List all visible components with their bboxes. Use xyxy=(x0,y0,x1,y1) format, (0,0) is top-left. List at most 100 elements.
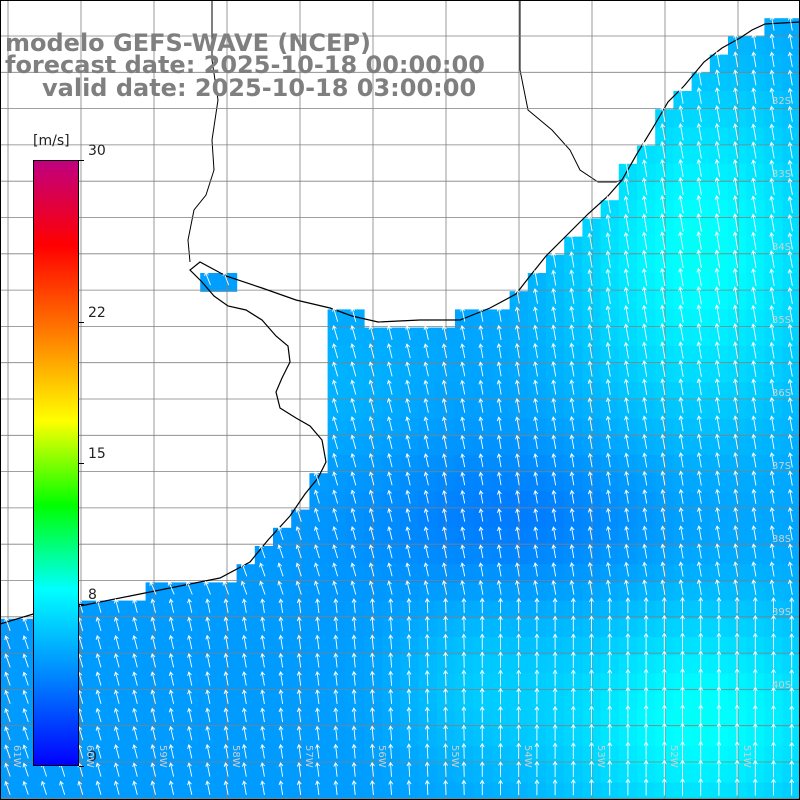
wind-arrow xyxy=(678,579,684,595)
wind-arrow xyxy=(168,744,175,759)
title-valid-date: valid date: 2025-10-18 03:00:00 xyxy=(42,74,477,102)
wind-arrow xyxy=(423,325,429,341)
wind-arrow xyxy=(515,508,520,522)
wind-arrow xyxy=(751,304,757,323)
wind-arrow xyxy=(605,561,611,577)
wind-arrow xyxy=(278,762,284,777)
wind-arrow xyxy=(424,761,430,777)
wind-arrow xyxy=(533,288,538,304)
wind-arrow xyxy=(569,489,575,504)
wind-arrow xyxy=(661,650,667,669)
wind-arrow xyxy=(113,780,120,795)
wind-arrow xyxy=(733,51,739,68)
wind-arrow xyxy=(751,159,757,177)
wind-arrow xyxy=(715,525,720,541)
wind-arrow xyxy=(680,740,685,760)
wind-arrow xyxy=(478,508,484,522)
latitude-label: 34S xyxy=(772,242,792,253)
wind-arrow xyxy=(625,615,631,632)
wind-cell xyxy=(782,564,800,583)
wind-arrow xyxy=(315,634,320,650)
wind-arrow xyxy=(587,434,593,450)
wind-arrow xyxy=(569,360,575,377)
wind-arrow xyxy=(369,688,375,705)
wind-arrow xyxy=(205,780,211,795)
wind-arrow xyxy=(315,689,320,704)
wind-arrow xyxy=(260,689,266,704)
wind-cell xyxy=(782,200,800,219)
wind-arrow xyxy=(660,507,666,522)
wind-arrow xyxy=(187,707,193,723)
wind-arrow xyxy=(496,544,502,559)
wind-cell xyxy=(782,182,800,201)
wind-arrow xyxy=(386,379,393,395)
wind-arrow xyxy=(315,725,320,741)
wind-arrow xyxy=(350,507,357,522)
wind-arrow xyxy=(350,306,357,322)
wind-arrow xyxy=(460,471,466,486)
wind-arrow xyxy=(259,544,266,559)
wind-arrow xyxy=(643,632,649,650)
wind-arrow xyxy=(514,580,520,595)
wind-arrow xyxy=(461,615,467,632)
wind-arrow xyxy=(460,306,466,322)
wind-arrow xyxy=(589,597,594,614)
wind-arrow xyxy=(350,434,357,450)
wind-arrow xyxy=(350,452,357,468)
wind-arrow xyxy=(787,141,793,159)
wind-arrow xyxy=(515,526,520,540)
wind-arrow xyxy=(752,741,758,760)
wind-arrow xyxy=(570,597,576,614)
wind-arrow xyxy=(241,634,247,650)
wind-arrow xyxy=(732,323,739,341)
wind-arrow xyxy=(733,69,739,86)
wind-arrow xyxy=(732,304,739,323)
wind-arrow xyxy=(113,634,120,650)
wind-cell xyxy=(782,473,800,492)
wind-arrow xyxy=(241,743,247,759)
wind-arrow xyxy=(787,561,793,577)
wind-cell xyxy=(782,291,800,310)
wind-arrow xyxy=(534,742,540,759)
wind-arrow xyxy=(406,652,412,668)
wind-arrow xyxy=(769,525,775,541)
wind-arrow xyxy=(424,706,430,723)
wind-arrow xyxy=(569,452,575,468)
wind-arrow xyxy=(769,286,775,305)
wind-arrow xyxy=(589,705,594,723)
wind-arrow xyxy=(607,615,613,632)
wind-arrow xyxy=(787,123,793,141)
wind-arrow xyxy=(386,361,393,377)
wind-arrow xyxy=(442,508,447,522)
wind-arrow xyxy=(406,779,412,796)
wind-arrow xyxy=(443,706,448,723)
wind-arrow xyxy=(714,286,721,305)
wind-arrow xyxy=(333,707,339,723)
wind-arrow xyxy=(22,653,29,668)
wind-arrow xyxy=(424,615,430,632)
wind-arrow xyxy=(113,671,120,686)
wind-arrow xyxy=(441,580,448,595)
longitude-label: 58W xyxy=(230,745,241,768)
wind-arrow xyxy=(460,434,466,450)
wind-arrow xyxy=(205,671,211,686)
wind-arrow xyxy=(514,416,520,431)
wind-arrow xyxy=(295,544,302,559)
wind-arrow xyxy=(623,305,630,323)
wind-arrow xyxy=(351,725,357,741)
wind-arrow xyxy=(606,525,611,540)
wind-arrow xyxy=(441,398,448,413)
wind-arrow xyxy=(515,434,520,450)
wind-arrow xyxy=(351,652,357,668)
wind-arrow xyxy=(424,651,430,668)
wind-arrow xyxy=(643,704,649,723)
wind-arrow xyxy=(332,434,339,450)
wind-arrow xyxy=(533,562,539,577)
wind-arrow xyxy=(787,51,793,68)
wind-arrow xyxy=(442,489,447,504)
wind-arrow xyxy=(478,325,484,340)
wind-arrow xyxy=(698,722,704,742)
colorbar-tick xyxy=(79,463,84,464)
wind-arrow xyxy=(716,632,722,650)
wind-arrow xyxy=(787,250,793,268)
